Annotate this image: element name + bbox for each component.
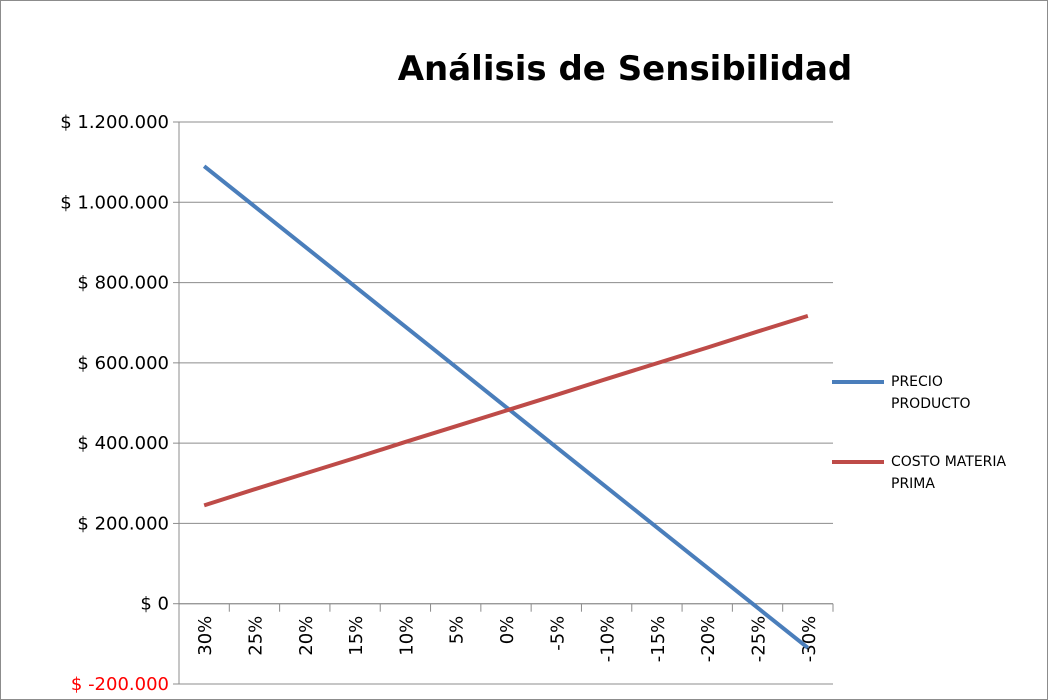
- x-tick-label: 5%: [447, 616, 468, 645]
- x-tick-label: 10%: [396, 616, 417, 656]
- y-tick-label: $ 1.200.000: [60, 112, 169, 133]
- x-tick-label: 20%: [296, 616, 317, 656]
- y-tick-label: $ -200.000: [71, 674, 169, 695]
- x-tick-label: -25%: [749, 616, 770, 663]
- legend-label: COSTO MATERIA PRIMA: [891, 454, 1007, 492]
- y-tick-label: $ 400.000: [77, 433, 169, 454]
- legend-label: PRECIO PRODUCTO: [891, 374, 971, 412]
- x-tick-label: -20%: [698, 616, 719, 663]
- x-tick-label: -15%: [648, 616, 669, 663]
- y-tick-label: $ 600.000: [77, 353, 169, 374]
- x-tick-label: -10%: [598, 616, 619, 663]
- y-tick-label: $ 0: [140, 594, 169, 615]
- y-tick-label: $ 800.000: [77, 273, 169, 294]
- y-tick-label: $ 1.000.000: [60, 192, 169, 213]
- x-tick-label: 25%: [245, 616, 266, 656]
- y-tick-label: $ 200.000: [77, 513, 169, 534]
- x-tick-label: 0%: [497, 616, 518, 645]
- x-tick-label: 15%: [346, 616, 367, 656]
- x-tick-label: -5%: [547, 616, 568, 651]
- x-tick-label: -30%: [799, 616, 820, 663]
- series-line: [203, 313, 809, 508]
- x-tick-label: 30%: [195, 616, 216, 656]
- chart-title: Análisis de Sensibilidad: [398, 49, 853, 89]
- series-line: [202, 164, 810, 650]
